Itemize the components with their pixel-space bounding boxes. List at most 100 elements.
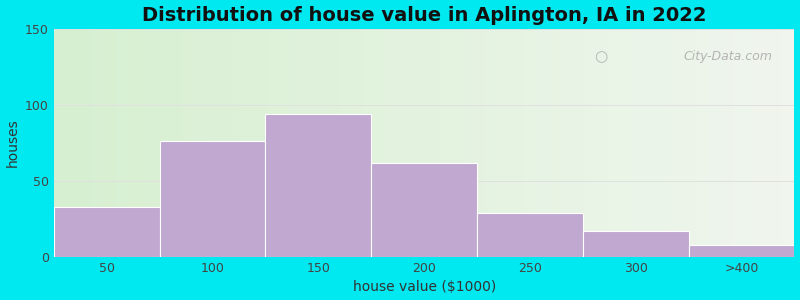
- Bar: [671, 29, 674, 257]
- Bar: [350, 29, 353, 257]
- Bar: [424, 29, 426, 257]
- Bar: [419, 29, 422, 257]
- Bar: [342, 29, 345, 257]
- Bar: [437, 29, 439, 257]
- Bar: [353, 29, 355, 257]
- Bar: [488, 29, 490, 257]
- Bar: [503, 29, 506, 257]
- Bar: [231, 29, 234, 257]
- Bar: [138, 29, 140, 257]
- Bar: [753, 29, 755, 257]
- Bar: [249, 29, 251, 257]
- Bar: [71, 29, 74, 257]
- Bar: [229, 29, 231, 257]
- Bar: [214, 29, 217, 257]
- Bar: [271, 29, 274, 257]
- Bar: [103, 29, 106, 257]
- Bar: [490, 29, 494, 257]
- Bar: [689, 245, 794, 257]
- Bar: [378, 29, 380, 257]
- Bar: [626, 29, 629, 257]
- Bar: [298, 29, 301, 257]
- Bar: [622, 29, 624, 257]
- Bar: [410, 29, 412, 257]
- Bar: [631, 29, 634, 257]
- Bar: [126, 29, 128, 257]
- Bar: [89, 29, 91, 257]
- Bar: [765, 29, 767, 257]
- Bar: [390, 29, 392, 257]
- Bar: [735, 29, 738, 257]
- Bar: [246, 29, 249, 257]
- Bar: [545, 29, 547, 257]
- Bar: [444, 29, 446, 257]
- Bar: [745, 29, 747, 257]
- Bar: [483, 29, 486, 257]
- Bar: [308, 29, 310, 257]
- Bar: [446, 29, 449, 257]
- Bar: [306, 29, 308, 257]
- Bar: [294, 29, 296, 257]
- Bar: [385, 29, 387, 257]
- Bar: [570, 29, 572, 257]
- Bar: [550, 29, 553, 257]
- Bar: [772, 29, 774, 257]
- Bar: [382, 29, 385, 257]
- Bar: [222, 29, 224, 257]
- Bar: [96, 29, 98, 257]
- Bar: [296, 29, 298, 257]
- Bar: [471, 29, 474, 257]
- Bar: [194, 29, 197, 257]
- Bar: [239, 29, 242, 257]
- Bar: [637, 29, 639, 257]
- Bar: [62, 29, 64, 257]
- Bar: [123, 29, 126, 257]
- Bar: [730, 29, 733, 257]
- Bar: [461, 29, 464, 257]
- Bar: [365, 29, 367, 257]
- Bar: [726, 29, 728, 257]
- Bar: [510, 29, 513, 257]
- Bar: [170, 29, 172, 257]
- Bar: [681, 29, 683, 257]
- Bar: [187, 29, 190, 257]
- Bar: [348, 29, 350, 257]
- Bar: [610, 29, 612, 257]
- Bar: [360, 29, 362, 257]
- Bar: [664, 29, 666, 257]
- Bar: [792, 29, 794, 257]
- Bar: [219, 29, 222, 257]
- Bar: [558, 29, 560, 257]
- Bar: [387, 29, 390, 257]
- Bar: [553, 29, 555, 257]
- Bar: [402, 29, 404, 257]
- Bar: [128, 29, 130, 257]
- Bar: [234, 29, 237, 257]
- Bar: [54, 207, 160, 257]
- Bar: [474, 29, 476, 257]
- Bar: [118, 29, 121, 257]
- Bar: [439, 29, 442, 257]
- Bar: [666, 29, 669, 257]
- Bar: [747, 29, 750, 257]
- Bar: [321, 29, 323, 257]
- Bar: [612, 29, 614, 257]
- Bar: [101, 29, 103, 257]
- Bar: [750, 29, 753, 257]
- Bar: [158, 29, 160, 257]
- Bar: [66, 29, 69, 257]
- Bar: [723, 29, 726, 257]
- Bar: [69, 29, 71, 257]
- Bar: [434, 29, 437, 257]
- Bar: [155, 29, 158, 257]
- Bar: [301, 29, 303, 257]
- Title: Distribution of house value in Aplington, IA in 2022: Distribution of house value in Aplington…: [142, 6, 706, 25]
- Bar: [310, 29, 313, 257]
- Bar: [288, 29, 291, 257]
- Bar: [451, 29, 454, 257]
- Bar: [397, 29, 399, 257]
- Bar: [464, 29, 466, 257]
- Bar: [683, 29, 686, 257]
- Bar: [642, 29, 644, 257]
- Bar: [678, 29, 681, 257]
